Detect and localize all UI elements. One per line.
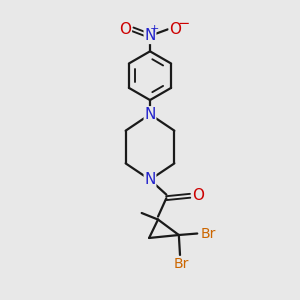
Text: +: + <box>150 24 159 34</box>
Text: N: N <box>144 107 156 122</box>
Text: O: O <box>169 22 181 37</box>
Text: O: O <box>192 188 204 203</box>
Text: −: − <box>177 16 189 32</box>
Text: N: N <box>144 172 156 187</box>
Text: Br: Br <box>174 256 189 271</box>
Text: Br: Br <box>201 226 216 241</box>
Text: O: O <box>119 22 131 37</box>
Text: N: N <box>144 28 156 44</box>
